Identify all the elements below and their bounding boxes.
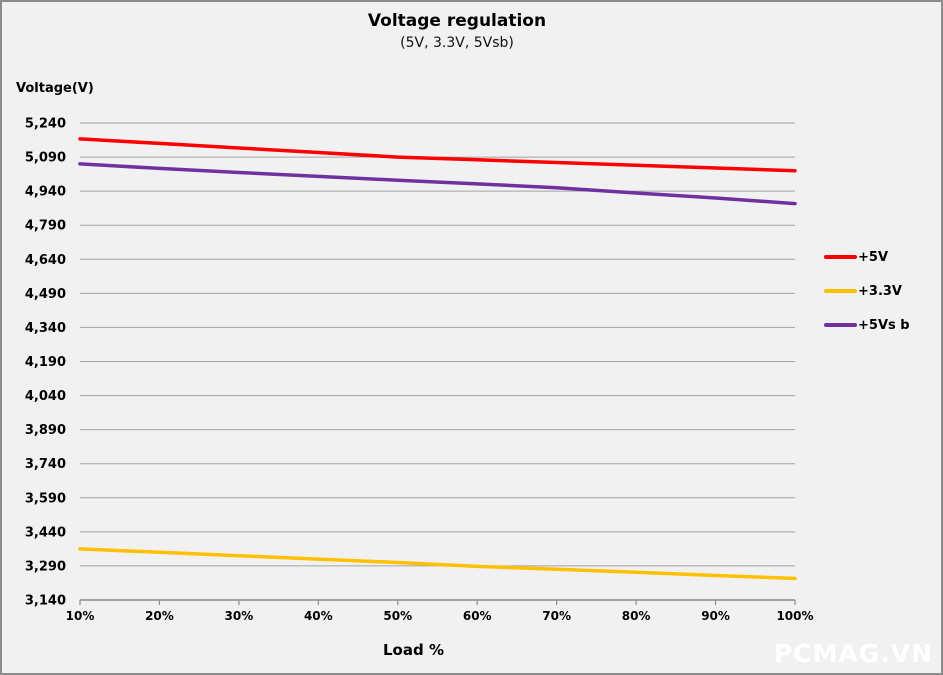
legend-line-sample-5vsb: [824, 323, 857, 327]
series-line-2: [78, 547, 797, 581]
x-tick-label: 20%: [145, 609, 174, 623]
y-tick-label: 3,740: [25, 457, 66, 472]
pcmag-watermark: PCMAG.VN: [773, 639, 933, 668]
legend-item-3v3: +3.3V: [824, 274, 910, 308]
y-tick-label: 4,340: [25, 321, 66, 336]
legend-item-5v: +5V: [824, 240, 910, 274]
x-tick-label: 90%: [701, 609, 730, 623]
y-tick-label: 5,090: [25, 151, 66, 166]
y-tick-label: 3,890: [25, 423, 66, 438]
x-tick-label: 100%: [776, 609, 813, 623]
y-tick-label: 4,490: [25, 287, 66, 302]
y-tick-label: 4,040: [25, 389, 66, 404]
legend-label-5vsb: +5Vs b: [858, 317, 910, 333]
x-tick-label: 50%: [383, 609, 412, 623]
y-tick-label: 4,940: [25, 185, 66, 200]
legend-label-5v: +5V: [858, 249, 888, 265]
x-axis-title: Load %: [383, 641, 444, 659]
y-tick-label: 3,440: [25, 525, 66, 540]
y-tick-label: 4,190: [25, 355, 66, 370]
y-tick-label: 5,240: [25, 117, 66, 132]
series-line-3: [78, 162, 797, 206]
x-tick-label: 70%: [542, 609, 571, 623]
chart-title: Voltage regulation: [367, 11, 547, 31]
x-tick-label: 40%: [304, 609, 333, 623]
legend-label-3v3: +3.3V: [858, 283, 902, 299]
y-tick-label: 3,290: [25, 559, 66, 574]
x-tick-label: 30%: [225, 609, 254, 623]
y-tick-label: 4,640: [25, 253, 66, 268]
legend-line-sample-3v3: [824, 289, 857, 293]
legend-line-sample-5v: [824, 255, 857, 259]
x-tick-label: 80%: [622, 609, 651, 623]
series-line-1: [78, 137, 797, 173]
chart-subtitle: (5V, 3.3V, 5Vsb): [400, 35, 514, 51]
legend: +5V +3.3V +5Vs b: [824, 240, 910, 342]
x-tick-label: 60%: [463, 609, 492, 623]
legend-item-5vsb: +5Vs b: [824, 308, 910, 342]
y-tick-label: 3,590: [25, 491, 66, 506]
y-tick-label: 3,140: [25, 594, 66, 609]
y-axis-title: Voltage(V): [16, 81, 94, 96]
x-tick-label: 10%: [66, 609, 95, 623]
y-tick-label: 4,790: [25, 219, 66, 234]
